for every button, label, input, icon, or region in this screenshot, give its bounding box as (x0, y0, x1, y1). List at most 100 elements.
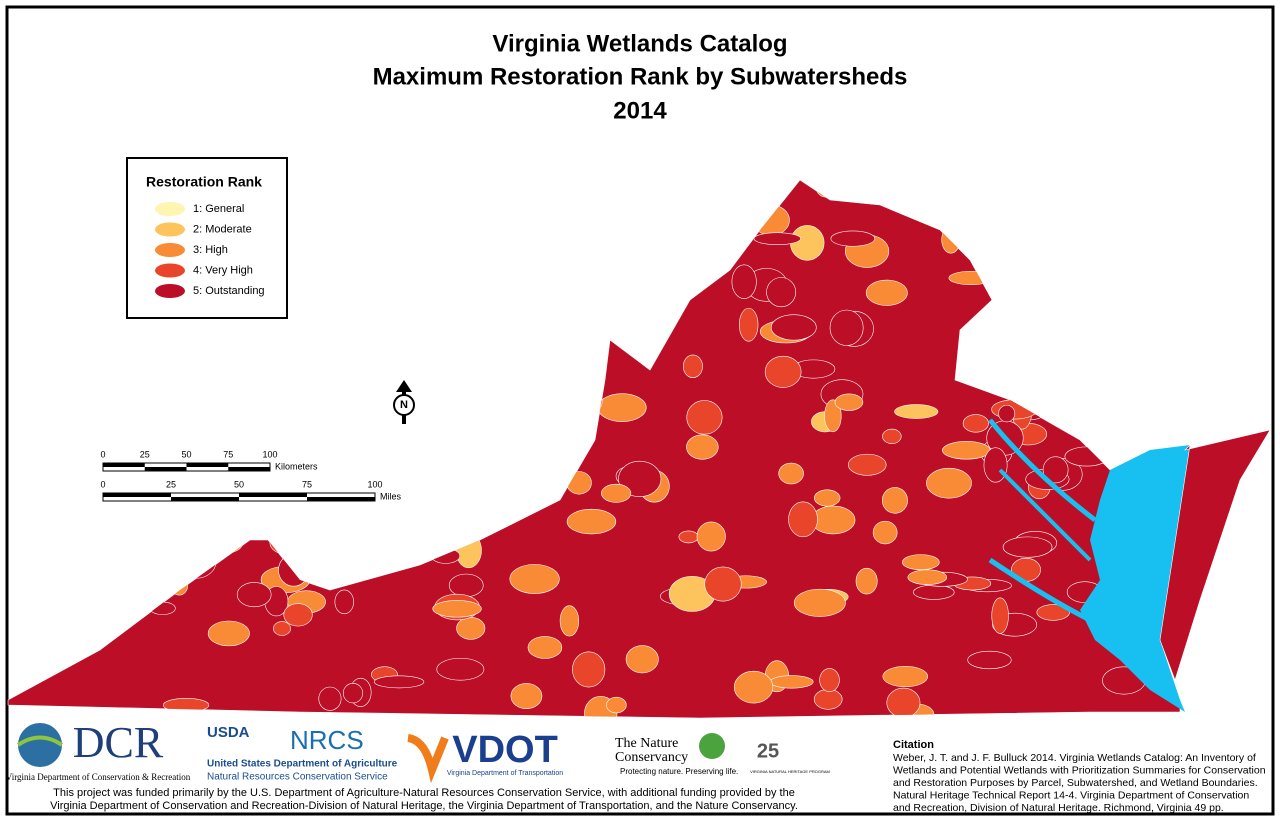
subwatershed (432, 600, 482, 618)
scale-tick-label: 0 (100, 449, 105, 459)
subtitle: Maximum Restoration Rank by Subwatershed… (373, 63, 908, 90)
subwatershed (824, 399, 842, 433)
subwatershed (456, 617, 486, 640)
legend-label: 3: High (193, 244, 228, 256)
scale-unit: Miles (380, 491, 402, 501)
subwatershed (847, 453, 887, 476)
subwatershed (606, 696, 627, 714)
scale-tick-label: 75 (302, 479, 312, 489)
subwatershed (283, 603, 313, 627)
citation: Weber, J. T. and J. F. Bulluck 2014. Vir… (893, 752, 1266, 814)
river (988, 418, 1097, 522)
bay (1080, 445, 1190, 712)
subwatershed (1042, 456, 1069, 484)
subwatershed (559, 605, 580, 637)
subwatershed (882, 665, 929, 688)
subwatershed (983, 447, 1008, 483)
scale-segment (103, 493, 171, 497)
subwatershed (991, 597, 1009, 634)
north-arrow: N (393, 380, 415, 424)
scale-tick-label: 25 (140, 449, 150, 459)
subwatershed (855, 567, 878, 595)
subwatershed (819, 668, 840, 692)
subwatershed (753, 232, 802, 246)
scale-segment (307, 497, 375, 501)
scale-segment (228, 467, 270, 471)
scale-segment (239, 493, 307, 497)
subwatershed (601, 483, 632, 503)
scale-tick-label: 75 (223, 449, 233, 459)
subwatershed (448, 573, 484, 597)
citation-line: Weber, J. T. and J. F. Bulluck 2014. Vir… (893, 752, 1256, 764)
subwatershed (764, 355, 802, 388)
subwatershed (686, 434, 719, 460)
subwatershed (704, 566, 742, 602)
subwatershed (766, 277, 797, 308)
subwatershed (572, 651, 606, 688)
subwatershed (618, 460, 662, 497)
subwatershed (882, 428, 902, 445)
subwatershed (998, 404, 1016, 423)
subwatershed (682, 354, 703, 379)
subwatershed (696, 521, 726, 552)
river (988, 557, 1092, 623)
subwatershed (913, 584, 955, 600)
subwatershed (865, 279, 908, 306)
citation-line: Wetlands and Potential Wetlands with Pri… (893, 764, 1266, 776)
funding-line: Virginia Department of Conservation and … (50, 800, 798, 812)
subwatershed (829, 309, 864, 346)
subwatershed (318, 686, 342, 711)
legend-swatch (155, 222, 185, 237)
scale-tick-label: 100 (262, 449, 277, 459)
subwatershed (834, 393, 864, 411)
subwatershed (1036, 604, 1070, 621)
subwatershed (793, 588, 846, 617)
citation-line: and Restoration Purposes by Parcel, Subw… (893, 777, 1258, 789)
subwatershed (886, 687, 921, 718)
title: Virginia Wetlands Catalog (492, 30, 787, 57)
scale-tick-label: 25 (166, 479, 176, 489)
subwatershed (769, 675, 814, 689)
subwatershed (813, 489, 841, 507)
subwatershed (901, 554, 940, 571)
legend-swatch (155, 202, 185, 216)
dcr-emblem (18, 723, 62, 767)
subwatershed (625, 645, 659, 674)
subwatershed (942, 441, 991, 460)
scale-tick-label: 0 (100, 479, 105, 489)
subwatershed (334, 589, 354, 615)
tnc-tagline: Protecting nature. Preserving life. (620, 767, 738, 776)
subwatershed (373, 675, 425, 689)
citation-line: and Recreation, Division of Natural Heri… (893, 802, 1224, 814)
subwatershed (342, 682, 364, 704)
usda-line: United States Department of Agriculture (207, 759, 398, 770)
subwatershed (207, 620, 250, 647)
legend-swatch (155, 243, 185, 257)
legend: 1: General 2: Moderate 3: High 4: Very High… (155, 202, 265, 298)
scale-segment (103, 463, 145, 467)
subwatershed (907, 569, 948, 585)
subwatershed (770, 314, 817, 341)
scale-segment (144, 467, 187, 471)
subwatershed (273, 621, 291, 636)
subwatershed (788, 501, 818, 538)
scale-tick-label: 50 (234, 479, 244, 489)
subwatershed (926, 467, 972, 499)
subwatershed (236, 582, 272, 608)
nrcs-line: Natural Resources Conservation Service (207, 772, 388, 783)
usda-logo: USDA (207, 724, 250, 741)
subwatershed (436, 657, 485, 681)
citation-line: Natural Heritage Technical Report 14-4. … (893, 789, 1249, 801)
scale-tick-label: 100 (367, 479, 382, 489)
citation-heading: Citation (893, 739, 934, 751)
subwatershed (738, 307, 759, 342)
subwatershed (872, 520, 898, 545)
north-label: N (400, 399, 408, 411)
year: 2014 (613, 97, 667, 124)
eastern-shore (1159, 429, 1271, 681)
subwatershed (881, 487, 908, 514)
subwatershed (509, 564, 560, 594)
scale-segment (186, 463, 229, 467)
legend-label: 1: General (193, 203, 244, 215)
